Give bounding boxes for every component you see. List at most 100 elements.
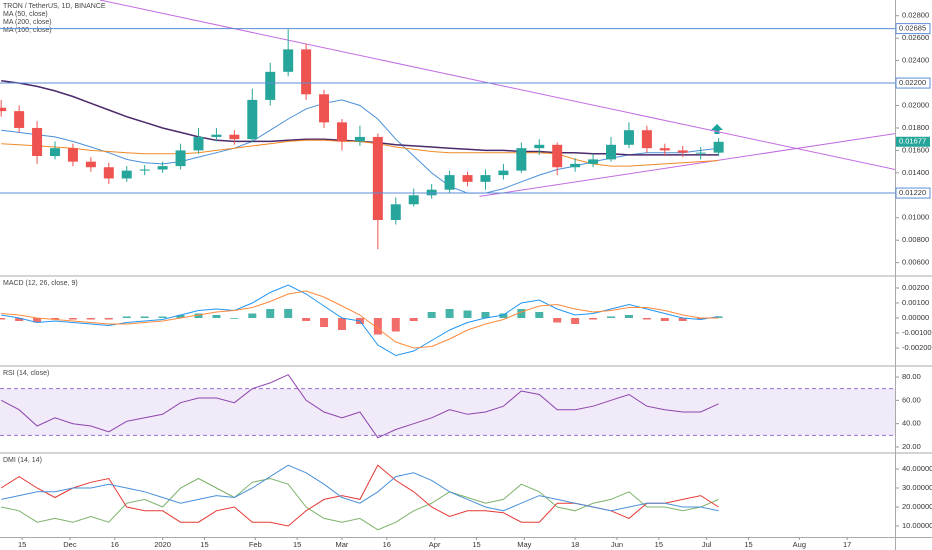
histogram-bar bbox=[158, 316, 167, 318]
histogram-bar bbox=[607, 316, 616, 318]
histogram-bar bbox=[230, 317, 239, 319]
histogram-bar bbox=[409, 317, 418, 321]
histogram-bar bbox=[320, 317, 329, 328]
x-tick-label: Feb bbox=[249, 540, 262, 549]
pane bbox=[0, 284, 723, 357]
y-tick-label: 0.02800 bbox=[902, 11, 929, 20]
candle-body bbox=[570, 163, 581, 168]
candle-body bbox=[139, 169, 150, 171]
histogram-bar bbox=[427, 311, 436, 318]
histogram-bar bbox=[642, 317, 651, 320]
candle-body bbox=[247, 99, 258, 140]
histogram-bar bbox=[266, 308, 275, 318]
y-tick-label: 0.02600 bbox=[902, 33, 929, 42]
y-tick-label: 20.00 bbox=[902, 442, 921, 451]
pane-title: TRON / TetherUS, 1D, BINANCE bbox=[3, 3, 106, 10]
x-tick-label: Jul bbox=[702, 540, 712, 549]
histogram-bar bbox=[140, 316, 149, 318]
candle-body bbox=[498, 170, 509, 176]
level-tag bbox=[895, 23, 931, 35]
y-tick-label: 60.00 bbox=[902, 395, 921, 404]
candle-body bbox=[390, 204, 401, 220]
y-tick-label: 0.02400 bbox=[902, 56, 929, 65]
candle-body bbox=[372, 136, 383, 220]
series-line bbox=[1, 290, 719, 349]
y-tick-label: 0.00800 bbox=[902, 235, 929, 244]
x-tick-label: May bbox=[517, 540, 531, 549]
x-tick-label: 2020 bbox=[154, 540, 171, 549]
legend-entry: MA (100, close) bbox=[3, 27, 52, 34]
x-tick-label: 15 bbox=[655, 540, 663, 549]
pane bbox=[0, 374, 895, 439]
candle-body bbox=[480, 175, 491, 182]
y-tick-label: 0.01800 bbox=[902, 123, 929, 132]
histogram-bar bbox=[68, 317, 77, 320]
y-tick-label: 0.01400 bbox=[902, 168, 929, 177]
x-tick-label: 17 bbox=[843, 540, 851, 549]
candle-body bbox=[552, 144, 563, 168]
x-tick-label: Dec bbox=[63, 540, 77, 549]
y-tick-label: 40.00000 bbox=[902, 464, 932, 473]
candle-body bbox=[103, 167, 114, 179]
candle-body bbox=[229, 134, 240, 140]
histogram-bar bbox=[481, 311, 490, 318]
y-tick-label: 30.00000 bbox=[902, 483, 932, 492]
candle-body bbox=[713, 141, 724, 153]
y-tick-label: 0.00000 bbox=[902, 313, 929, 322]
histogram-bar bbox=[589, 317, 598, 320]
y-tick-label: -0.00200 bbox=[902, 343, 932, 352]
histogram-bar bbox=[284, 308, 293, 318]
candle-body bbox=[157, 166, 168, 170]
legend-entry: MA (200, close) bbox=[3, 19, 52, 26]
histogram-bar bbox=[660, 317, 669, 321]
x-tick-label: 16 bbox=[111, 540, 119, 549]
x-tick-label: Aug bbox=[793, 540, 806, 549]
candle-body bbox=[211, 134, 222, 137]
histogram-bar bbox=[212, 314, 221, 318]
pane bbox=[0, 464, 719, 531]
level-tag bbox=[895, 187, 931, 199]
y-tick-label: 0.01600 bbox=[902, 145, 929, 154]
x-tick-label: 16 bbox=[383, 540, 391, 549]
y-tick-label: 0.00200 bbox=[902, 283, 929, 292]
histogram-bar bbox=[624, 314, 633, 318]
histogram-bar bbox=[678, 317, 687, 321]
trend-line bbox=[479, 133, 895, 197]
rsi-band bbox=[0, 388, 895, 436]
candle-body bbox=[588, 159, 599, 164]
candle-body bbox=[193, 136, 204, 151]
candle-body bbox=[516, 148, 527, 171]
y-tick-label: 0.02000 bbox=[902, 100, 929, 109]
histogram-bar bbox=[122, 316, 131, 318]
candle-body bbox=[336, 122, 347, 142]
level-tag-label: 0.02200 bbox=[899, 78, 926, 87]
level-tag bbox=[895, 77, 931, 89]
histogram-bar bbox=[571, 317, 580, 325]
histogram-bar bbox=[517, 308, 526, 318]
candle-body bbox=[0, 107, 7, 112]
x-tick-label: Mar bbox=[336, 540, 349, 549]
candle-body bbox=[301, 49, 312, 95]
y-tick-label: 10.00000 bbox=[902, 521, 932, 530]
x-tick-label: 18 bbox=[571, 540, 579, 549]
histogram-bar bbox=[194, 313, 203, 318]
x-tick-label: 15 bbox=[18, 540, 26, 549]
candle-body bbox=[462, 175, 473, 182]
histogram-bar bbox=[373, 317, 382, 335]
x-tick-label: 15 bbox=[472, 540, 480, 549]
candle-body bbox=[695, 152, 706, 154]
candle-body bbox=[677, 150, 688, 153]
x-tick-label: 15 bbox=[744, 540, 752, 549]
candle-body bbox=[426, 189, 437, 196]
legend-entry: MA (50, close) bbox=[3, 11, 48, 18]
histogram-bar bbox=[553, 317, 562, 323]
x-tick-label: Jun bbox=[611, 540, 623, 549]
signal-arrow bbox=[711, 124, 723, 134]
histogram-bar bbox=[696, 317, 705, 320]
candle-body bbox=[641, 130, 652, 149]
candle-body bbox=[444, 175, 455, 190]
candle-body bbox=[659, 148, 670, 151]
histogram-bar bbox=[302, 317, 311, 321]
y-tick-label: 40.00 bbox=[902, 419, 921, 428]
